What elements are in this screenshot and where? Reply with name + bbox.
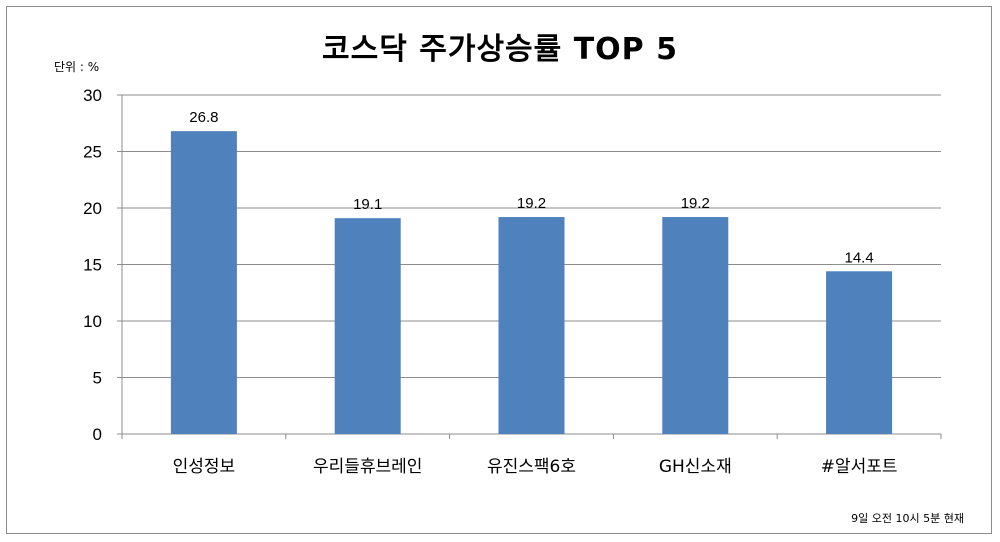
bar <box>334 218 401 434</box>
bar <box>662 217 729 434</box>
footnote: 9일 오전 10시 5분 현재 <box>851 512 964 525</box>
y-tick-label: 10 <box>83 312 102 331</box>
x-category-label: 인성정보 <box>173 457 236 477</box>
bar <box>826 271 893 434</box>
x-category-label: 유진스팩6호 <box>487 457 576 477</box>
y-tick-label: 0 <box>93 425 102 444</box>
x-category-label: 우리들휴브레인 <box>313 457 422 477</box>
data-label: 19.2 <box>681 195 710 212</box>
x-category-label: #알서포트 <box>821 457 898 477</box>
data-label: 14.4 <box>844 249 873 266</box>
data-label: 19.1 <box>353 196 382 213</box>
bar <box>170 131 237 434</box>
y-tick-label: 25 <box>83 143 102 162</box>
data-label: 19.2 <box>517 195 546 212</box>
bar <box>498 217 565 434</box>
x-category-label: GH신소재 <box>659 457 732 477</box>
unit-label: 단위 : % <box>54 60 100 74</box>
y-tick-label: 5 <box>93 369 102 388</box>
chart-title: 코스닥 주가상승률 TOP 5 <box>322 32 678 67</box>
data-label: 26.8 <box>189 109 218 126</box>
y-tick-label: 20 <box>83 199 102 218</box>
y-tick-label: 30 <box>83 86 102 105</box>
y-tick-label: 15 <box>83 256 102 275</box>
